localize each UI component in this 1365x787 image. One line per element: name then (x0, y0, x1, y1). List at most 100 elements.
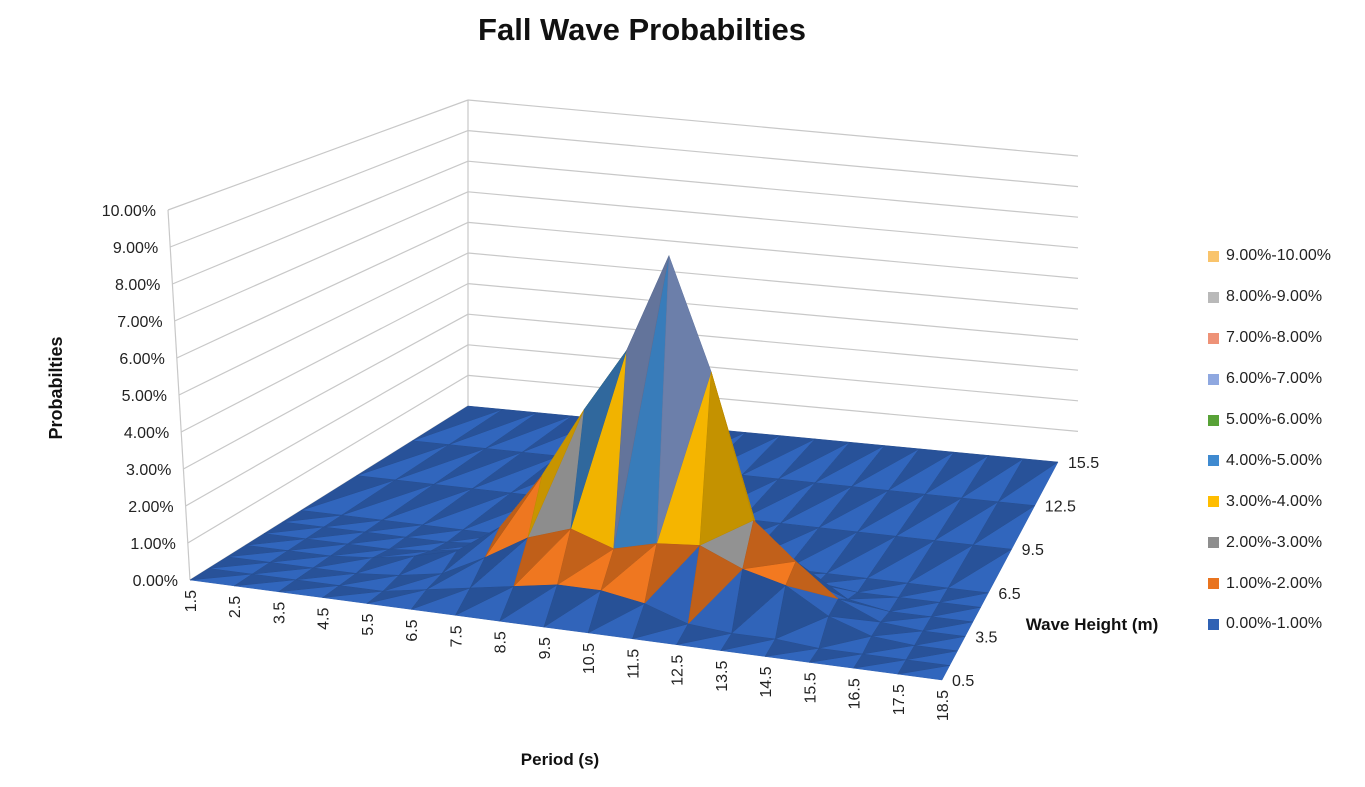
z-tick-label: 9.00% (113, 240, 158, 257)
surface-facet (888, 448, 955, 491)
chart-title: Fall Wave Probabilties (478, 12, 806, 47)
legend-label: 0.00%-1.00% (1226, 615, 1323, 633)
legend-item: 3.00%-4.00% (1208, 481, 1331, 522)
surface-facet (499, 584, 559, 622)
x-tick-label: 16.5 (847, 678, 864, 709)
surface-facet (484, 475, 543, 558)
surface-facet (364, 519, 423, 533)
surface-facet (570, 350, 627, 529)
surface-facet (656, 255, 712, 544)
x-tick-label: 8.5 (493, 631, 510, 653)
y-tick-label: 12.5 (1045, 499, 1076, 516)
surface-facet (472, 451, 559, 489)
gridline-left-wall (176, 221, 469, 359)
surface-facet (355, 555, 415, 574)
surface-facet (699, 371, 754, 546)
y-axis-title: Wave Height (m) (1026, 615, 1159, 634)
surface-facet (426, 557, 486, 590)
axes: 0.00% 1.00% 2.00% 3.00% 4.00% 5.00% 6.00% 7.00%… (102, 203, 1100, 721)
legend-label: 3.00%-4.00% (1226, 492, 1323, 510)
legend-swatch (1208, 373, 1219, 385)
legend-item: 1.00%-2.00% (1208, 563, 1331, 604)
x-tick-label: 11.5 (625, 649, 642, 679)
legend-label: 2.00%-3.00% (1226, 533, 1323, 551)
surface-facet (871, 621, 923, 637)
z-tick-label: 10.00% (102, 203, 156, 220)
surface-facet (785, 560, 839, 600)
back-walls (167, 99, 1079, 581)
surface-facet (556, 528, 615, 586)
legend: 9.00%-10.00% 8.00%-9.00% 7.00%-8.00% 6.00%-… (1208, 236, 1331, 645)
legend-label: 7.00%-8.00% (1226, 329, 1323, 347)
legend-swatch (1208, 455, 1219, 467)
surface-facet (366, 589, 427, 604)
x-tick-label: 3.5 (271, 602, 288, 624)
surface-facet (866, 535, 936, 579)
legend-item: 4.00%-5.00% (1208, 440, 1331, 481)
surface-facet (347, 531, 406, 545)
surface-facet (930, 602, 981, 618)
surface-facet (780, 482, 853, 524)
surface-plot (189, 255, 1059, 681)
z-tick-label: 3.00% (126, 462, 171, 479)
legend-item: 7.00%-8.00% (1208, 318, 1331, 359)
surface-facet (851, 445, 921, 487)
surface-facet (857, 490, 926, 533)
z-axis-title: Probabilties (46, 336, 66, 439)
surface-facet (356, 440, 450, 476)
surface-facet (323, 514, 383, 528)
x-tick-label: 17.5 (891, 684, 908, 715)
surface-facet (972, 501, 1036, 546)
x-tick-label: 12.5 (670, 655, 687, 686)
surface-facet (527, 409, 585, 538)
surface-facet (879, 611, 932, 623)
gridline-left-wall (185, 344, 469, 507)
y-tick-label: 15.5 (1068, 455, 1099, 472)
legend-label: 8.00%-9.00% (1226, 288, 1323, 306)
legend-swatch (1208, 537, 1219, 549)
gridline-back-wall (467, 252, 1079, 310)
gridline-back-wall (467, 313, 1079, 371)
legend-swatch (1208, 291, 1219, 303)
surface-facet (446, 529, 504, 543)
x-axis-title: Period (s) (521, 750, 599, 769)
surface-facet (997, 458, 1059, 503)
legend-item: 9.00%-10.00% (1208, 236, 1331, 277)
surface-facet (312, 555, 373, 569)
surface-facet (398, 550, 458, 576)
surface-facet (382, 573, 442, 592)
surface-facet (764, 638, 819, 657)
surface-facet (282, 510, 342, 523)
legend-item: 6.00%-7.00% (1208, 359, 1331, 400)
surface-facet (600, 543, 658, 592)
surface-facet (587, 590, 646, 634)
surface-facet (263, 521, 324, 534)
legend-swatch (1208, 618, 1219, 630)
gridline-back-wall (467, 130, 1079, 188)
surface-facet (513, 528, 572, 587)
surface-facet (269, 550, 331, 563)
surface-facet (720, 633, 776, 651)
legend-swatch (1208, 496, 1219, 508)
z-tick-label: 1.00% (130, 536, 175, 553)
x-tick-label: 18.5 (935, 690, 952, 721)
surface-facet (372, 548, 431, 558)
z-tick-label: 2.00% (128, 499, 173, 516)
surface-facet (469, 537, 528, 589)
z-tick-label: 4.00% (124, 425, 169, 442)
surface-facet (295, 567, 357, 581)
legend-label: 9.00%-10.00% (1226, 247, 1331, 265)
surface-facet (914, 630, 966, 646)
x-tick-label: 14.5 (758, 666, 775, 697)
gridline-back-wall (467, 160, 1079, 218)
surface-facet (676, 623, 732, 646)
surface-facet (852, 653, 907, 669)
gridline-back-wall (467, 374, 1079, 432)
surface-facet (305, 526, 365, 540)
gridline-left-wall (172, 160, 469, 285)
legend-swatch (1208, 578, 1219, 590)
z-tick-label: 8.00% (115, 277, 160, 294)
x-tick-label: 9.5 (537, 637, 554, 659)
legend-item: 2.00%-3.00% (1208, 522, 1331, 563)
